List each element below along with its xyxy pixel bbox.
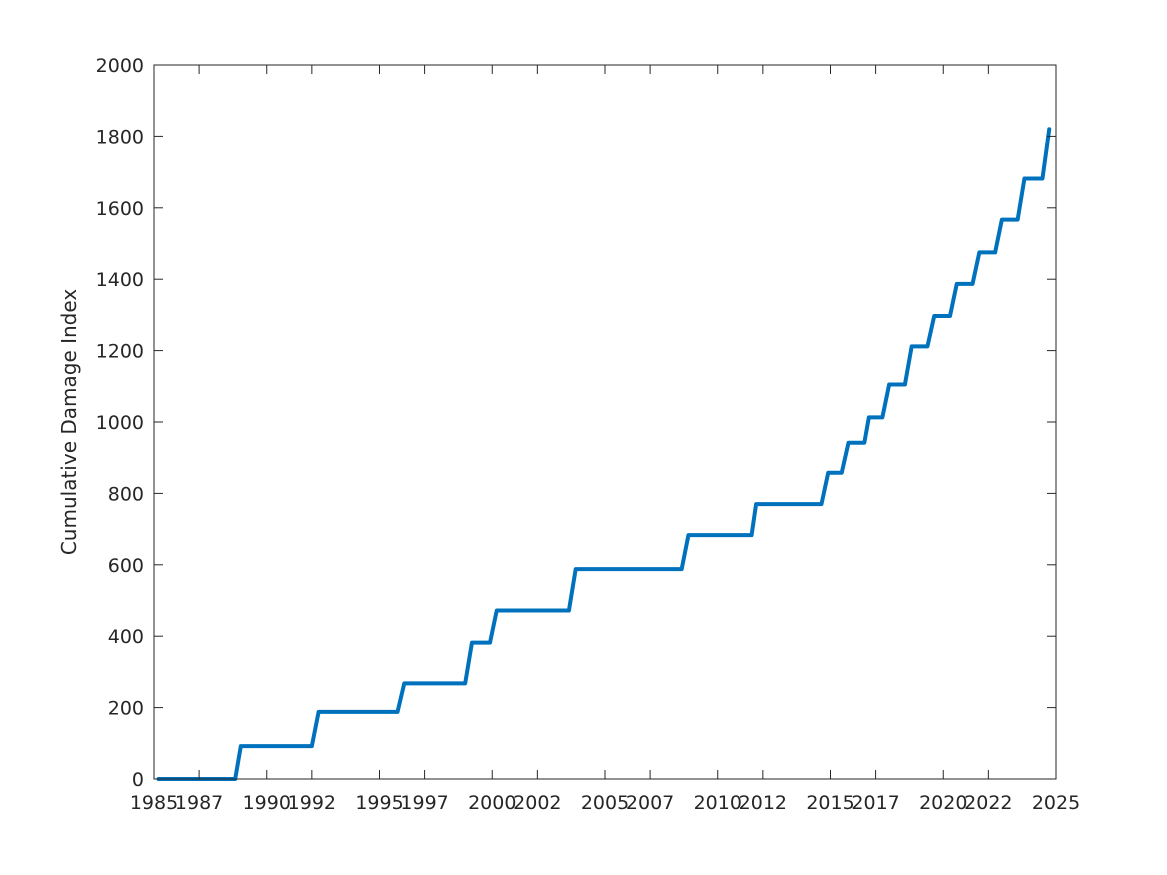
x-tick-label: 1990 (243, 792, 291, 814)
x-tick-label: 2005 (581, 792, 629, 814)
x-tick-label: 1987 (175, 792, 223, 814)
y-tick-label: 200 (108, 698, 144, 720)
y-tick-label: 1800 (96, 126, 144, 148)
x-tick-label: 2022 (964, 792, 1012, 814)
y-tick-label: 1400 (96, 269, 144, 291)
x-tick-label: 2002 (513, 792, 561, 814)
plot-background (154, 65, 1056, 779)
x-tick-label: 2017 (851, 792, 899, 814)
y-tick-label: 800 (108, 483, 144, 505)
y-tick-label: 400 (108, 626, 144, 648)
x-tick-label: 1997 (400, 792, 448, 814)
x-tick-label: 2000 (468, 792, 516, 814)
y-axis-title: Cumulative Damage Index (57, 289, 81, 555)
y-tick-label: 1200 (96, 341, 144, 363)
x-tick-label: 2025 (1032, 792, 1080, 814)
y-tick-label: 1000 (96, 412, 144, 434)
x-tick-label: 2007 (626, 792, 674, 814)
x-tick-label: 1995 (355, 792, 403, 814)
x-tick-label: 2015 (806, 792, 854, 814)
y-tick-label: 1600 (96, 198, 144, 220)
x-tick-label: 2020 (919, 792, 967, 814)
x-tick-label: 1985 (130, 792, 178, 814)
series-layer (156, 127, 1052, 781)
y-tick-label: 0 (132, 769, 144, 791)
y-tick-label: 600 (108, 555, 144, 577)
series-line-0 (156, 127, 1052, 781)
x-tick-label: 2010 (694, 792, 742, 814)
y-tick-label: 2000 (96, 55, 144, 77)
x-tick-label: 2012 (739, 792, 787, 814)
x-tick-label: 1992 (288, 792, 336, 814)
